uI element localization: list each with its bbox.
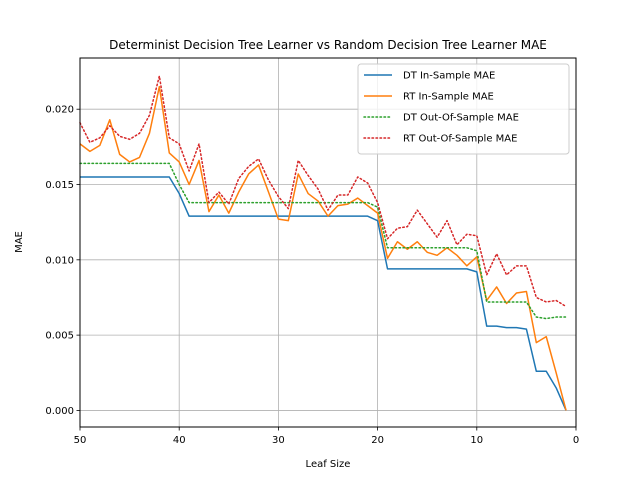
legend-label-dt-out-of-sample-mae: DT Out-Of-Sample MAE — [403, 113, 519, 124]
x-tick-label: 10 — [470, 435, 483, 446]
chart-title: Determinist Decision Tree Learner vs Ran… — [109, 38, 547, 52]
x-tick-label: 20 — [371, 435, 384, 446]
legend-label-dt-in-sample-mae: DT In-Sample MAE — [403, 71, 495, 82]
y-tick-label: 0.010 — [45, 255, 74, 266]
series-line-dt-in-sample-mae — [80, 176, 567, 411]
y-tick-label: 0.015 — [45, 180, 74, 191]
legend-label-rt-out-of-sample-mae: RT Out-Of-Sample MAE — [403, 134, 517, 145]
x-tick-label: 40 — [173, 435, 186, 446]
y-tick-label: 0.005 — [45, 331, 74, 342]
plot-frame — [79, 57, 577, 428]
series-lines — [79, 75, 567, 411]
x-tick-label: 30 — [272, 435, 285, 446]
x-tick-label: 50 — [74, 435, 87, 446]
y-axis-label: MAE — [14, 231, 25, 253]
legend-label-rt-in-sample-mae: RT In-Sample MAE — [403, 92, 494, 103]
x-axis-label: Leaf Size — [306, 459, 351, 470]
y-tick-label: 0.000 — [45, 406, 74, 417]
y-tick-label: 0.020 — [45, 105, 74, 116]
series-line-dt-out-of-sample-mae — [79, 162, 567, 320]
legend-frame — [357, 63, 570, 155]
x-tick-label: 0 — [573, 435, 579, 446]
series-line-rt-out-of-sample-mae — [79, 75, 567, 308]
axis-ticks: 50 40 30 20 10 0 0.000 0.005 0.010 0.015 0.020 — [45, 105, 579, 446]
legend: DT In-Sample MAE RT In-Sample MAE DT Out-O… — [357, 63, 570, 155]
